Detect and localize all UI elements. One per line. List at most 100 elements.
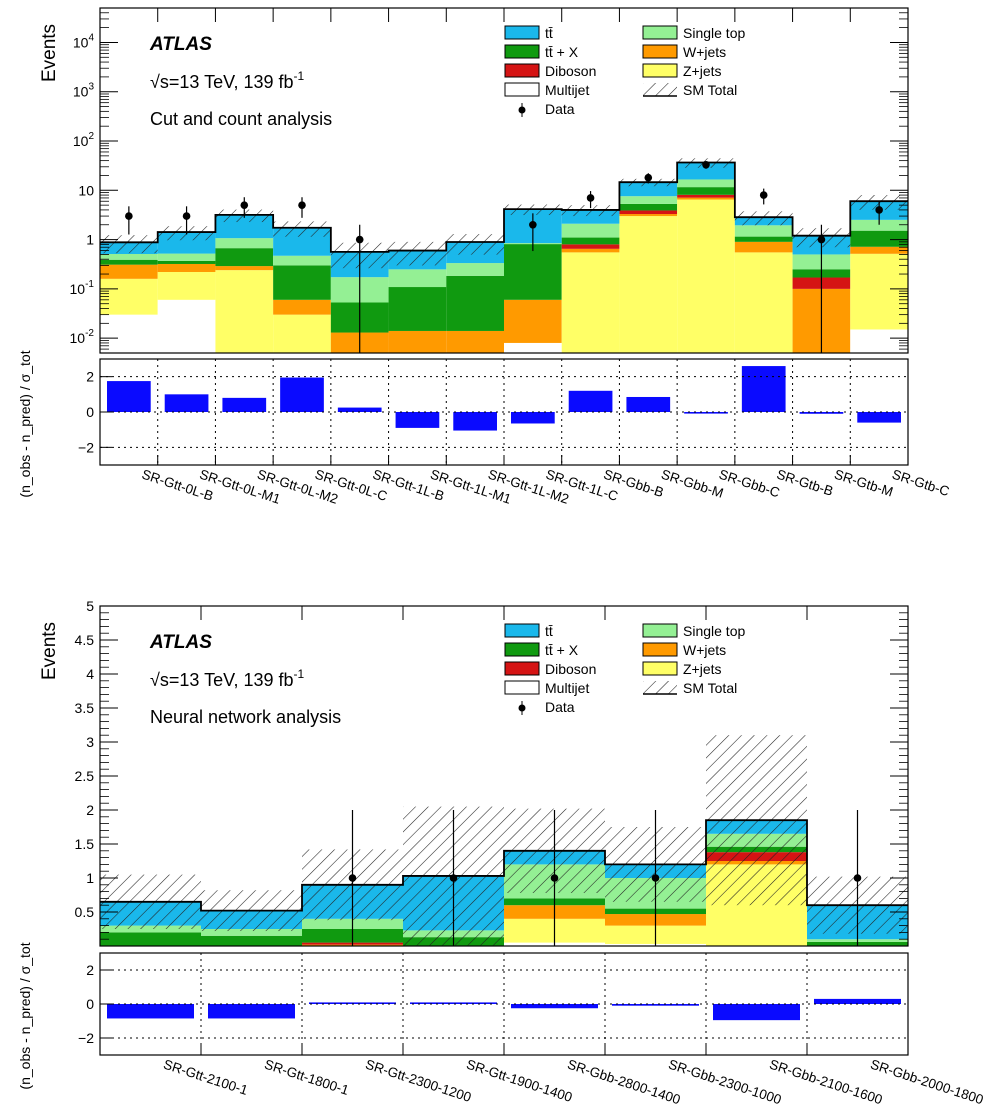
bar-singletop xyxy=(273,255,331,266)
ratio-y-tick-label: −2 xyxy=(78,1030,94,1046)
category-label: SR-Gtb-M xyxy=(833,467,895,500)
pull-bar xyxy=(410,1002,497,1004)
data-point xyxy=(529,220,537,229)
category-label: SR-Gtt-2100-1 xyxy=(162,1057,250,1098)
y-tick-label: 5 xyxy=(86,598,94,614)
y-tick-label: 1 xyxy=(86,870,94,886)
bar-ttX xyxy=(215,248,274,267)
y-tick-label: 1 xyxy=(86,232,94,248)
data-point xyxy=(348,874,357,882)
y-tick-label: 10 xyxy=(78,182,94,198)
legend-label-multijet: Multijet xyxy=(545,82,589,98)
bar-ttX xyxy=(201,935,302,946)
pull-bar xyxy=(453,412,497,431)
y-tick-label: 103 xyxy=(73,82,95,100)
data-point xyxy=(644,173,653,182)
ratio-plot-frame xyxy=(99,358,909,466)
bar-singletop xyxy=(561,223,620,238)
sm-uncertainty-band xyxy=(446,234,504,255)
bar-zjets xyxy=(100,278,158,315)
legend-swatch-data xyxy=(518,704,526,712)
legend-label-zjets: Z+jets xyxy=(683,63,722,79)
ratio-y-axis-label: (n_obs - n_pred) / σ_tot xyxy=(17,350,33,497)
bar-zjets xyxy=(734,252,793,353)
legend-label-ttX: tt̄ + X xyxy=(545,44,579,60)
energy-lumi-label: √s=13 TeV, 139 fb-1 xyxy=(150,69,304,92)
legend-swatch-zjets xyxy=(642,63,678,78)
bar-wjets xyxy=(100,264,158,279)
sm-uncertainty-band xyxy=(273,221,331,237)
bar-ttX xyxy=(561,237,620,245)
legend-label-smtotal: SM Total xyxy=(683,680,737,696)
data-point xyxy=(759,191,768,199)
bar-multijet xyxy=(504,342,562,353)
pull-bar xyxy=(309,1002,396,1004)
atlas-label: ATLAS xyxy=(149,632,212,653)
bar-zjets xyxy=(677,199,735,353)
category-label: SR-Gtb-C xyxy=(890,467,951,500)
sm-total-line xyxy=(100,819,908,912)
category-label: SR-Gtt-2300-1200 xyxy=(364,1057,474,1105)
ratio-y-tick-label: 0 xyxy=(86,404,94,420)
data-point xyxy=(586,194,595,202)
bar-wjets xyxy=(734,241,793,253)
pull-bar xyxy=(626,396,671,412)
pull-bar xyxy=(107,381,151,412)
pull-bar xyxy=(612,1004,699,1006)
pull-bar xyxy=(814,998,901,1004)
pull-bar xyxy=(511,1004,598,1009)
bar-wjets xyxy=(850,246,908,254)
bar-diboson xyxy=(677,194,735,198)
legend-swatch-diboson xyxy=(504,63,540,78)
legend-swatch-diboson xyxy=(504,661,540,676)
category-label: SR-Gtt-1900-1400 xyxy=(465,1057,575,1105)
y-tick-label: 0.5 xyxy=(75,904,95,920)
legend-swatch-singletop xyxy=(642,623,678,638)
pull-bar xyxy=(164,394,209,412)
data-point xyxy=(817,235,826,244)
bar-ttX xyxy=(850,230,908,247)
legend-swatch-ttbar xyxy=(504,623,540,638)
data-point xyxy=(875,206,883,214)
ratio-y-tick-label: −2 xyxy=(78,439,94,455)
data-point xyxy=(125,212,133,220)
y-tick-label: 10-2 xyxy=(70,328,95,346)
bar-wjets xyxy=(619,214,678,217)
bar-zjets xyxy=(157,272,216,300)
y-tick-label: 4.5 xyxy=(75,632,95,648)
ratio-y-tick-label: 0 xyxy=(86,996,94,1012)
legend-label-ttbar: tt̄ xyxy=(545,623,553,639)
bar-singletop xyxy=(734,225,793,237)
legend-swatch-wjets xyxy=(642,44,678,59)
bar-multijet xyxy=(850,329,908,353)
pull-bar xyxy=(741,366,786,412)
bar-zjets xyxy=(561,252,620,353)
pull-bar xyxy=(222,397,267,412)
bar-wjets xyxy=(446,330,504,353)
y-tick-label: 102 xyxy=(73,131,95,149)
data-point xyxy=(298,201,306,209)
bar-zjets xyxy=(273,314,331,353)
pull-bar xyxy=(107,1004,194,1019)
bar-ttX xyxy=(100,259,158,265)
legend-label-smtotal: SM Total xyxy=(683,82,737,98)
bar-ttX xyxy=(504,244,562,300)
y-tick-label: 3 xyxy=(86,734,94,750)
bar-singletop xyxy=(100,254,158,260)
bar-wjets xyxy=(561,248,620,253)
legend-swatch-zjets xyxy=(642,661,678,676)
bar-ttX xyxy=(388,287,447,331)
bar-singletop xyxy=(388,269,447,288)
data-point xyxy=(240,201,249,209)
legend-label-diboson: Diboson xyxy=(545,63,596,79)
bar-zjets xyxy=(215,270,274,353)
legend-label-ttX: tt̄ + X xyxy=(545,642,579,658)
pull-bar xyxy=(799,412,844,414)
y-tick-exponent: 4 xyxy=(88,32,94,43)
pull-bar xyxy=(337,407,382,412)
data-point xyxy=(550,874,559,882)
ratio-y-tick-label: 2 xyxy=(86,962,94,978)
bar-singletop xyxy=(619,196,678,204)
pull-bar xyxy=(684,412,728,414)
